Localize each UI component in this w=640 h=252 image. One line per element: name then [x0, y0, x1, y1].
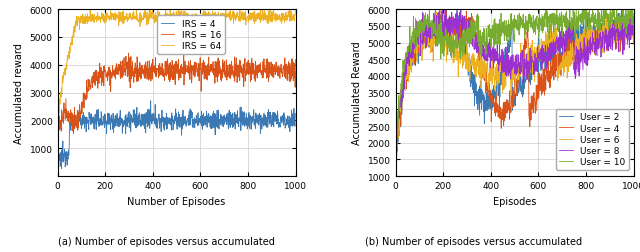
IRS = 64 — [166, 9, 174, 12]
IRS = 4 — [147, 100, 154, 103]
User = 8 — [439, 9, 447, 12]
User = 10 — [392, 148, 399, 151]
User = 10 — [556, 20, 563, 23]
IRS = 16 — [78, 110, 86, 113]
User = 2 — [497, 72, 504, 75]
User = 10 — [536, 9, 543, 12]
User = 8 — [488, 55, 496, 58]
User = 8 — [392, 151, 399, 154]
Legend: User = 2, User = 4, User = 6, User = 8, User = 10: User = 2, User = 4, User = 6, User = 8, … — [556, 109, 629, 170]
Y-axis label: Accumulated reward: Accumulated reward — [14, 43, 24, 143]
Line: User = 2: User = 2 — [396, 10, 634, 172]
User = 8 — [497, 60, 504, 63]
IRS = 4 — [78, 124, 86, 127]
User = 2 — [416, 41, 424, 44]
X-axis label: Number of Episodes: Number of Episodes — [127, 196, 226, 206]
IRS = 64 — [217, 16, 225, 19]
User = 10 — [497, 24, 504, 27]
IRS = 16 — [239, 77, 247, 80]
IRS = 64 — [54, 121, 61, 124]
User = 4 — [436, 9, 444, 12]
User = 8 — [416, 34, 424, 37]
X-axis label: Episodes: Episodes — [493, 196, 536, 206]
Legend: IRS = 4, IRS = 16, IRS = 64: IRS = 4, IRS = 16, IRS = 64 — [157, 16, 225, 55]
User = 6 — [497, 67, 504, 70]
User = 4 — [578, 41, 586, 44]
IRS = 16 — [159, 75, 166, 78]
User = 4 — [497, 107, 504, 110]
IRS = 4 — [150, 117, 158, 120]
User = 8 — [556, 49, 563, 52]
IRS = 4 — [239, 112, 247, 115]
User = 10 — [578, 20, 586, 23]
IRS = 64 — [239, 14, 247, 17]
User = 2 — [577, 36, 585, 39]
IRS = 4 — [292, 113, 300, 116]
User = 8 — [392, 152, 400, 155]
User = 6 — [488, 68, 496, 71]
User = 4 — [392, 156, 399, 159]
IRS = 4 — [58, 168, 65, 171]
User = 6 — [556, 65, 563, 68]
User = 2 — [488, 93, 496, 96]
User = 10 — [488, 37, 496, 40]
User = 4 — [556, 50, 563, 53]
IRS = 64 — [244, 16, 252, 19]
User = 4 — [582, 29, 589, 32]
Line: User = 6: User = 6 — [396, 13, 634, 160]
User = 6 — [630, 24, 637, 27]
User = 8 — [630, 25, 637, 28]
IRS = 64 — [292, 10, 300, 13]
User = 8 — [582, 55, 589, 58]
IRS = 64 — [159, 18, 166, 21]
Line: User = 8: User = 8 — [396, 10, 634, 154]
IRS = 4 — [244, 117, 252, 120]
Line: IRS = 4: IRS = 4 — [58, 101, 296, 169]
IRS = 16 — [125, 52, 132, 55]
Text: (a) Number of episodes versus accumulated: (a) Number of episodes versus accumulate… — [58, 236, 275, 246]
User = 4 — [488, 98, 496, 101]
IRS = 16 — [218, 76, 225, 79]
IRS = 16 — [150, 70, 158, 73]
User = 10 — [392, 157, 400, 160]
User = 10 — [630, 13, 637, 16]
IRS = 16 — [54, 141, 62, 144]
IRS = 64 — [78, 17, 86, 20]
User = 10 — [416, 31, 424, 34]
IRS = 16 — [292, 59, 300, 62]
User = 6 — [577, 37, 585, 40]
User = 6 — [582, 39, 589, 42]
Line: IRS = 64: IRS = 64 — [58, 10, 296, 123]
IRS = 16 — [54, 139, 61, 142]
IRS = 4 — [218, 115, 225, 118]
IRS = 4 — [159, 119, 166, 122]
User = 6 — [416, 33, 424, 36]
User = 4 — [416, 32, 424, 35]
User = 2 — [618, 9, 625, 12]
User = 10 — [582, 12, 589, 15]
User = 2 — [556, 37, 563, 40]
IRS = 64 — [150, 18, 157, 21]
IRS = 16 — [244, 73, 252, 76]
User = 8 — [578, 51, 586, 54]
User = 2 — [392, 170, 399, 173]
User = 2 — [630, 18, 637, 21]
User = 2 — [582, 41, 589, 44]
User = 6 — [433, 11, 440, 14]
User = 4 — [630, 43, 637, 46]
User = 6 — [392, 159, 399, 162]
User = 2 — [392, 165, 399, 168]
Text: (b) Number of episodes versus accumulated: (b) Number of episodes versus accumulate… — [365, 236, 582, 246]
Y-axis label: Accumulated Reward: Accumulated Reward — [352, 42, 362, 145]
Line: User = 10: User = 10 — [396, 10, 634, 158]
IRS = 4 — [54, 162, 61, 165]
User = 4 — [392, 169, 399, 172]
Line: User = 4: User = 4 — [396, 10, 634, 171]
Line: IRS = 16: IRS = 16 — [58, 54, 296, 142]
